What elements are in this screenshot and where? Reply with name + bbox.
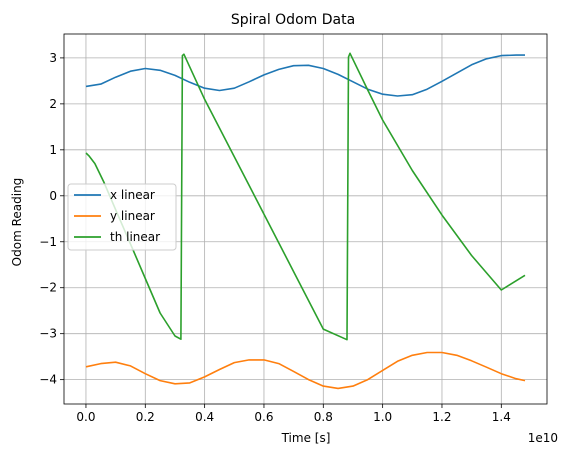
y-tick-label: −4: [39, 373, 57, 387]
x-tick-label: 1.4: [492, 410, 511, 424]
legend-label: x linear: [110, 188, 155, 202]
axes-frame: [63, 33, 548, 405]
y-axis-label: Odom Reading: [10, 178, 24, 267]
x-axis-label: Time [s]: [281, 431, 331, 445]
series-line-1: [85, 351, 526, 390]
y-tick-label: −1: [39, 235, 57, 249]
x-tick-label: 1.0: [373, 410, 392, 424]
y-tick-label: 2: [49, 97, 57, 111]
legend-label: th linear: [110, 230, 160, 244]
x-tick-label: 1.2: [432, 410, 451, 424]
x-tick-label: 0.0: [76, 410, 95, 424]
legend-label: y linear: [110, 209, 155, 223]
x-tick-label: 0.8: [314, 410, 333, 424]
y-tick-label: 0: [49, 189, 57, 203]
series-line-0: [85, 54, 525, 97]
chart-title: Spiral Odom Data: [231, 12, 355, 28]
gridlines: [64, 34, 547, 404]
y-tick-label: −3: [39, 327, 57, 341]
x-tick-label: 0.6: [254, 410, 273, 424]
axis-ticks: 0.0 0.2 0.4 0.6 0.8 1.0 1.2 1.4 −4 −3 −2 −1 0 1 2 3: [39, 51, 511, 424]
legend: x linear y linear th linear: [67, 183, 177, 251]
y-tick-label: −2: [39, 281, 57, 295]
y-tick-label: 1: [49, 143, 57, 157]
legend-box: [67, 183, 177, 251]
x-offset-label: 1e10: [528, 431, 558, 445]
y-tick-label: 3: [49, 51, 57, 65]
x-tick-label: 0.4: [195, 410, 214, 424]
x-tick-label: 0.2: [136, 410, 155, 424]
